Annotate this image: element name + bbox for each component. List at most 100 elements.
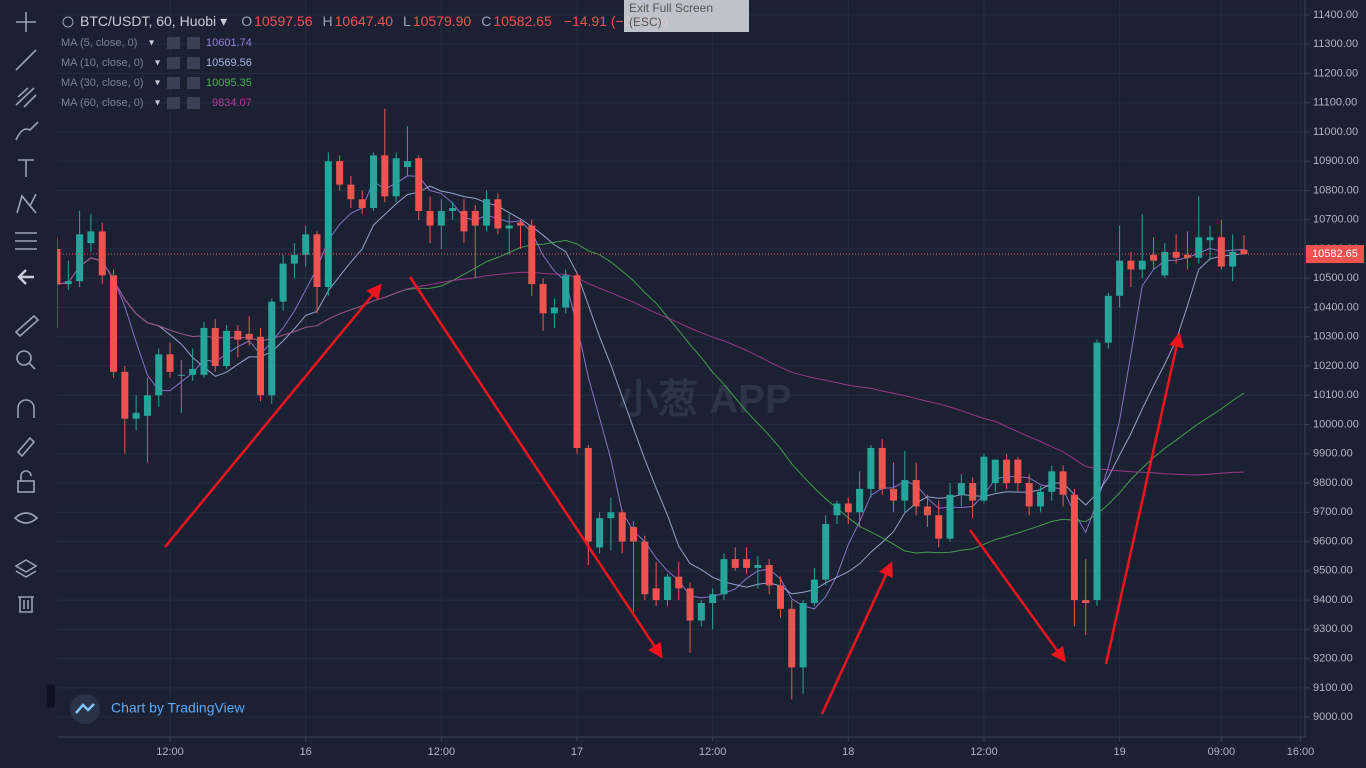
- brush-tool[interactable]: [15, 121, 39, 141]
- eye-tool[interactable]: [13, 512, 39, 524]
- candle-body: [1070, 494, 1078, 601]
- candle-body: [550, 307, 558, 314]
- candle-body: [890, 488, 898, 501]
- x-tick-label: 18: [842, 746, 854, 758]
- pattern-tool[interactable]: [16, 193, 37, 214]
- y-tick-label: 9500.00: [1313, 565, 1353, 577]
- candle-body: [494, 199, 502, 229]
- symbol-icon: [62, 16, 74, 28]
- back-tool[interactable]: [17, 269, 34, 285]
- x-tick-label: 16:00: [1287, 746, 1315, 758]
- candle-body: [1127, 260, 1135, 270]
- y-tick-label: 10000.00: [1313, 418, 1359, 430]
- candle-body: [776, 585, 784, 609]
- remove-button[interactable]: [187, 57, 200, 69]
- zoom-tool[interactable]: [16, 350, 32, 366]
- candle-body: [426, 210, 434, 226]
- arrow: [408, 276, 663, 659]
- candle-body: [1172, 251, 1180, 258]
- candle-body: [132, 412, 140, 419]
- credit[interactable]: Chart by TradingView: [70, 694, 245, 724]
- candle-body: [64, 281, 72, 285]
- y-tick-label: 10500.00: [1313, 272, 1359, 284]
- remove-button[interactable]: [187, 77, 200, 89]
- candle-body: [867, 447, 875, 489]
- indicator-name: MA (10, close, 0): [61, 57, 144, 69]
- credit-logo: [75, 703, 95, 714]
- trash-tool[interactable]: [18, 596, 34, 613]
- indicator-name: MA (60, close, 0): [61, 97, 144, 109]
- candle-body: [1240, 249, 1248, 255]
- layers-tool[interactable]: [14, 559, 38, 578]
- y-tick-label: 10100.00: [1313, 389, 1359, 401]
- indicator-value: 10095.35: [206, 77, 252, 89]
- y-tick-label: 9100.00: [1313, 682, 1353, 694]
- remove-button[interactable]: [187, 37, 200, 49]
- arrow: [164, 283, 382, 548]
- candle-body: [1048, 471, 1056, 492]
- ma-line: [57, 185, 1245, 595]
- candle-body: [505, 225, 513, 229]
- lock-tool[interactable]: [17, 480, 35, 493]
- y-tick-label: 10900.00: [1313, 155, 1359, 167]
- credit-text[interactable]: Chart by TradingView: [111, 700, 245, 716]
- y-tick-label: 9800.00: [1313, 477, 1353, 489]
- prediction-tool[interactable]: [15, 232, 37, 250]
- field-key: C: [481, 13, 491, 29]
- candle-body: [143, 395, 151, 416]
- candle-body: [1183, 254, 1191, 258]
- measure-tool[interactable]: [14, 314, 40, 338]
- indicator-dropdown: ▾: [155, 78, 160, 89]
- y-tick-label: 11300.00: [1313, 38, 1358, 50]
- watermark: 小葱 APP: [618, 378, 791, 422]
- candle-body: [1150, 254, 1158, 261]
- settings-button[interactable]: [167, 97, 180, 109]
- settings-button[interactable]: [167, 77, 180, 89]
- remove-button[interactable]: [187, 97, 200, 109]
- text-tool[interactable]: [18, 159, 34, 177]
- x-tick-label: 12:00: [156, 746, 184, 758]
- collapse-button[interactable]: [47, 684, 55, 708]
- candle-body: [1025, 483, 1033, 507]
- y-tick-label: 11200.00: [1313, 67, 1358, 79]
- candle-body: [856, 488, 864, 513]
- candle-body: [87, 231, 95, 244]
- crosshair-tool[interactable]: [16, 12, 36, 32]
- candle-body: [754, 564, 762, 568]
- settings-button[interactable]: [167, 37, 180, 49]
- indicator-name: MA (5, close, 0): [61, 37, 137, 49]
- field-key: H: [323, 13, 333, 29]
- candle-body: [256, 336, 264, 396]
- candle-body: [381, 155, 389, 197]
- y-tick-label: 10700.00: [1313, 214, 1359, 226]
- candle-body: [347, 184, 355, 200]
- candle-body: [336, 161, 344, 185]
- candle-body: [324, 161, 332, 288]
- candle-body: [211, 327, 219, 367]
- candle-body: [483, 199, 491, 226]
- candle-body: [991, 459, 999, 484]
- fib-tool[interactable]: [15, 87, 37, 108]
- candle-body: [403, 161, 411, 168]
- magnet-tool[interactable]: [17, 399, 35, 418]
- y-tick-label: 10800.00: [1313, 184, 1359, 196]
- candle-body: [1003, 459, 1011, 484]
- candle-body: [1104, 295, 1112, 343]
- candle-body: [562, 275, 570, 308]
- lock-draw-tool[interactable]: [16, 436, 36, 458]
- candle-body: [121, 371, 129, 419]
- x-tick-label: 17: [571, 746, 583, 758]
- y-tick-label: 9000.00: [1313, 711, 1353, 723]
- candle-body: [166, 354, 174, 372]
- x-tick-label: 16: [300, 746, 312, 758]
- y-tick-label: 9700.00: [1313, 506, 1353, 518]
- candle-body: [279, 263, 287, 302]
- tooltip-text: Exit Full Screen: [629, 1, 713, 15]
- candle-body: [290, 254, 298, 264]
- candle-body: [686, 588, 694, 621]
- line-tool[interactable]: [15, 49, 37, 71]
- x-tick-label: 19: [1113, 746, 1125, 758]
- field-value: 10647.40: [335, 13, 394, 29]
- settings-button[interactable]: [167, 57, 180, 69]
- symbol: BTC/USDT, 60, Huobi: [80, 13, 216, 29]
